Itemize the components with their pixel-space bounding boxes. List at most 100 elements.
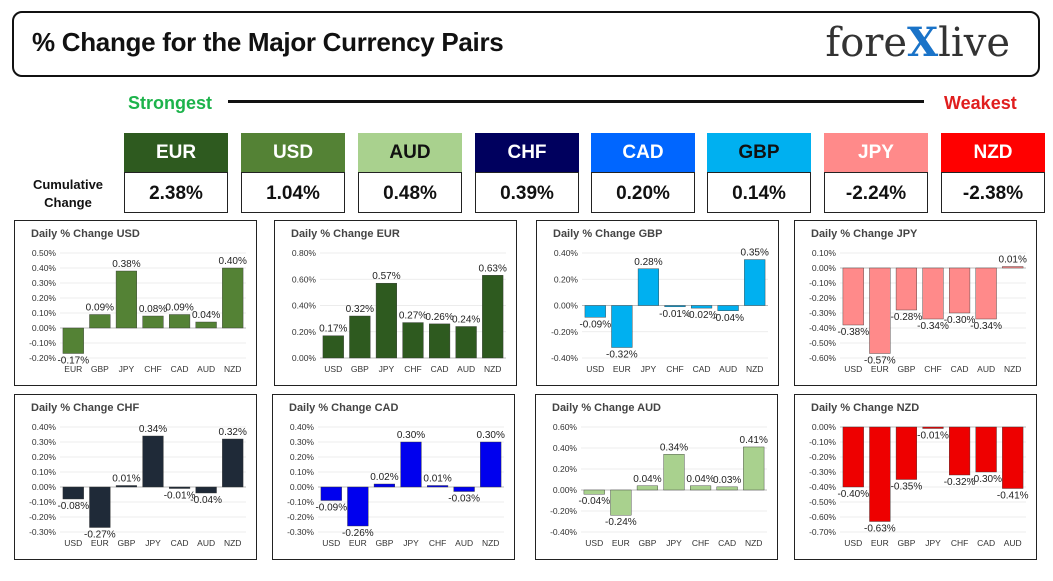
- bar-nzd: [744, 259, 766, 306]
- data-label: -0.28%: [891, 312, 923, 323]
- bar-jpy: [400, 441, 422, 488]
- bar-usd: [584, 305, 606, 318]
- data-label: 0.32%: [346, 304, 374, 315]
- bar-jpy: [637, 268, 659, 306]
- bar-chart: 0.60% 0.40% 0.20% 0.00% -0.20% -0.40% -0.04% US…: [550, 422, 768, 548]
- data-label: 0.27%: [399, 311, 427, 322]
- bar-eur: [347, 486, 369, 527]
- data-label: -0.09%: [315, 503, 347, 514]
- bar-nzd: [1002, 266, 1024, 269]
- bar-chart: 0.40%0.30%0.20%0.10%0.00%-0.10%-0.20%-0.…: [287, 422, 505, 548]
- data-label: -0.17%: [57, 356, 89, 367]
- chart-title: Daily % Change EUR: [291, 228, 400, 240]
- x-tick-label: JPY: [379, 364, 395, 374]
- data-label: -0.34%: [917, 321, 949, 332]
- x-tick-label: GBP: [351, 364, 369, 374]
- x-tick-label: CHF: [951, 538, 968, 548]
- y-tick-label: 0.00%: [812, 422, 837, 432]
- y-tick-label: 0.40%: [292, 301, 317, 311]
- bar-nzd: [743, 446, 765, 491]
- y-tick-label: 0.20%: [292, 327, 317, 337]
- y-tick-label: -0.30%: [287, 527, 314, 537]
- y-tick-label: -0.60%: [809, 512, 836, 522]
- bar-cad: [949, 267, 971, 314]
- bar-jpy: [115, 270, 137, 329]
- y-tick-label: 0.50%: [32, 248, 57, 258]
- y-tick-label: -0.40%: [809, 482, 836, 492]
- bar-usd: [62, 486, 84, 500]
- data-label: -0.04%: [190, 495, 222, 506]
- y-tick-label: 0.00%: [554, 301, 579, 311]
- data-label: 0.34%: [139, 424, 167, 435]
- x-tick-label: CHF: [666, 364, 683, 374]
- logo-x: X: [907, 19, 939, 66]
- bar-jpy: [922, 426, 944, 429]
- x-tick-label: EUR: [612, 538, 630, 548]
- currency-name: EUR: [124, 133, 228, 172]
- currency-box-cad: CAD 0.20%: [591, 133, 695, 213]
- chart-title: Daily % Change JPY: [811, 228, 918, 240]
- bar-cad: [691, 305, 713, 309]
- bar-eur: [869, 426, 891, 522]
- strongest-label: Strongest: [128, 93, 213, 113]
- chart-title: Daily % Change USD: [31, 228, 140, 240]
- y-tick-label: 0.80%: [292, 248, 317, 258]
- y-tick-label: 0.40%: [32, 422, 57, 432]
- data-label: 0.30%: [477, 430, 505, 441]
- data-label: -0.04%: [712, 313, 744, 324]
- ranking-line: [228, 100, 924, 103]
- y-tick-label: 0.10%: [290, 467, 315, 477]
- bar-cad: [429, 323, 451, 359]
- bar-aud: [195, 486, 217, 494]
- x-tick-label: CAD: [171, 538, 189, 548]
- x-tick-label: CHF: [429, 538, 446, 548]
- chart-title: Daily % Change AUD: [552, 402, 662, 414]
- bar-jpy: [142, 435, 164, 488]
- x-tick-label: GBP: [897, 538, 915, 548]
- x-tick-label: CHF: [144, 364, 161, 374]
- x-tick-label: JPY: [666, 538, 682, 548]
- y-tick-label: -0.30%: [809, 467, 836, 477]
- data-label: -0.63%: [864, 524, 896, 535]
- data-label: 0.01%: [112, 474, 140, 485]
- x-tick-label: CHF: [404, 364, 421, 374]
- x-tick-label: AUD: [977, 364, 995, 374]
- data-label: 0.04%: [686, 474, 714, 485]
- data-label: 0.30%: [397, 430, 425, 441]
- x-tick-label: EUR: [91, 538, 109, 548]
- cumulative-change-value: 0.20%: [591, 172, 695, 213]
- logo-text-left: fore: [825, 20, 908, 66]
- y-tick-label: -0.10%: [809, 278, 836, 288]
- bar-jpy: [375, 282, 397, 359]
- bar-chf: [427, 485, 449, 488]
- x-tick-label: CAD: [171, 364, 189, 374]
- y-tick-label: -0.40%: [809, 323, 836, 333]
- x-tick-label: JPY: [119, 364, 135, 374]
- data-label: -0.38%: [837, 327, 869, 338]
- bar-gbp: [636, 485, 658, 491]
- data-label: 0.01%: [423, 474, 451, 485]
- y-tick-label: 0.30%: [290, 437, 315, 447]
- bar-chf: [664, 305, 686, 308]
- y-tick-label: 0.10%: [32, 308, 57, 318]
- bar-usd: [320, 486, 342, 501]
- data-label: 0.09%: [165, 303, 193, 314]
- currency-name: JPY: [824, 133, 928, 172]
- x-tick-label: CAD: [951, 364, 969, 374]
- x-tick-label: AUD: [197, 364, 215, 374]
- x-tick-label: NZD: [224, 364, 241, 374]
- y-tick-label: 0.00%: [290, 482, 315, 492]
- chart-title: Daily % Change NZD: [811, 402, 920, 414]
- data-label: -0.01%: [917, 431, 949, 442]
- x-tick-label: CHF: [692, 538, 709, 548]
- data-label: 0.09%: [86, 303, 114, 314]
- data-label: -0.32%: [944, 477, 976, 488]
- x-tick-label: NZD: [745, 538, 762, 548]
- bar-cad: [169, 486, 191, 489]
- x-tick-label: JPY: [641, 364, 657, 374]
- x-tick-label: CAD: [693, 364, 711, 374]
- chart-title: Daily % Change CAD: [289, 402, 399, 414]
- data-label: 0.03%: [713, 475, 741, 486]
- x-tick-label: AUD: [197, 538, 215, 548]
- cumulative-change-value: 0.48%: [358, 172, 462, 213]
